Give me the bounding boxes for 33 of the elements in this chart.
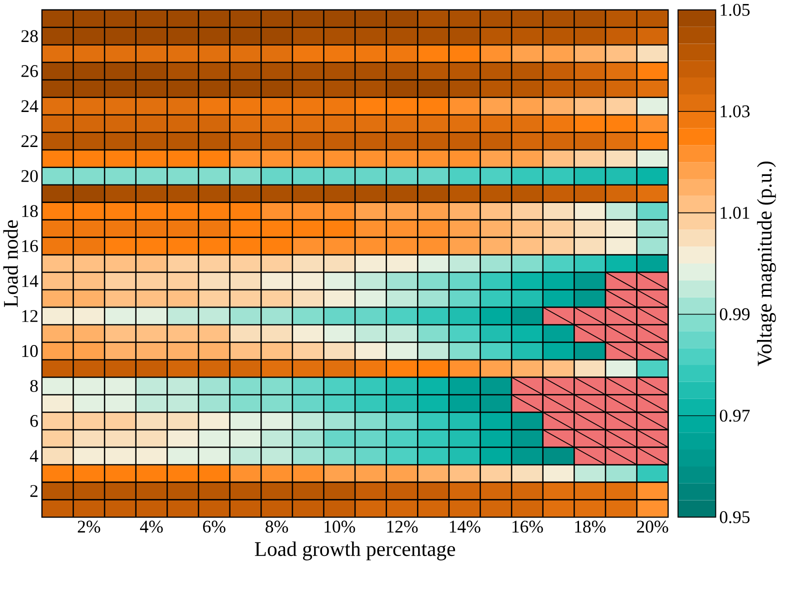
y-tick-label: 24 xyxy=(21,100,38,112)
y-tick-label: 20 xyxy=(21,170,38,182)
x-tick-label: 8% xyxy=(266,520,288,533)
y-tick-label: 8 xyxy=(30,380,38,392)
x-tick-label: 12% xyxy=(387,520,418,533)
color-bar-label: 0.99 xyxy=(720,308,750,321)
y-tick-label: 4 xyxy=(30,450,38,462)
x-axis-title: Load growth percentage xyxy=(254,542,456,561)
color-bar-label: 0.97 xyxy=(720,410,750,422)
x-tick-label: 14% xyxy=(450,520,480,533)
color-bar-label: 1.01 xyxy=(720,207,750,220)
x-tick-label: 4% xyxy=(140,520,163,533)
x-tick-label: 6% xyxy=(203,520,226,533)
y-tick-label: 22 xyxy=(21,135,38,148)
color-bar-label: 1.05 xyxy=(720,4,750,16)
color-bar-label: 1.03 xyxy=(720,106,750,118)
x-tick-label: 2% xyxy=(78,520,100,533)
y-axis-title: Load node xyxy=(3,220,18,308)
y-tick-label: 26 xyxy=(21,65,38,78)
y-tick-label: 16 xyxy=(22,240,38,252)
y-tick-label: 28 xyxy=(21,30,38,42)
y-tick-label: 12 xyxy=(22,310,38,322)
color-bar-label: 0.95 xyxy=(720,511,750,524)
x-tick-label: 20% xyxy=(636,520,668,533)
y-tick-label: 10 xyxy=(22,345,38,358)
color-bar-title: Voltage magnitude (p.u.) xyxy=(757,162,776,366)
x-tick-label: 18% xyxy=(575,520,606,533)
y-tick-label: 2 xyxy=(30,485,38,498)
y-tick-label: 14 xyxy=(22,275,38,288)
y-tick-label: 18 xyxy=(22,205,38,218)
y-tick-label: 6 xyxy=(30,415,38,428)
x-tick-label: 16% xyxy=(512,520,543,533)
x-tick-label: 10% xyxy=(324,520,356,533)
